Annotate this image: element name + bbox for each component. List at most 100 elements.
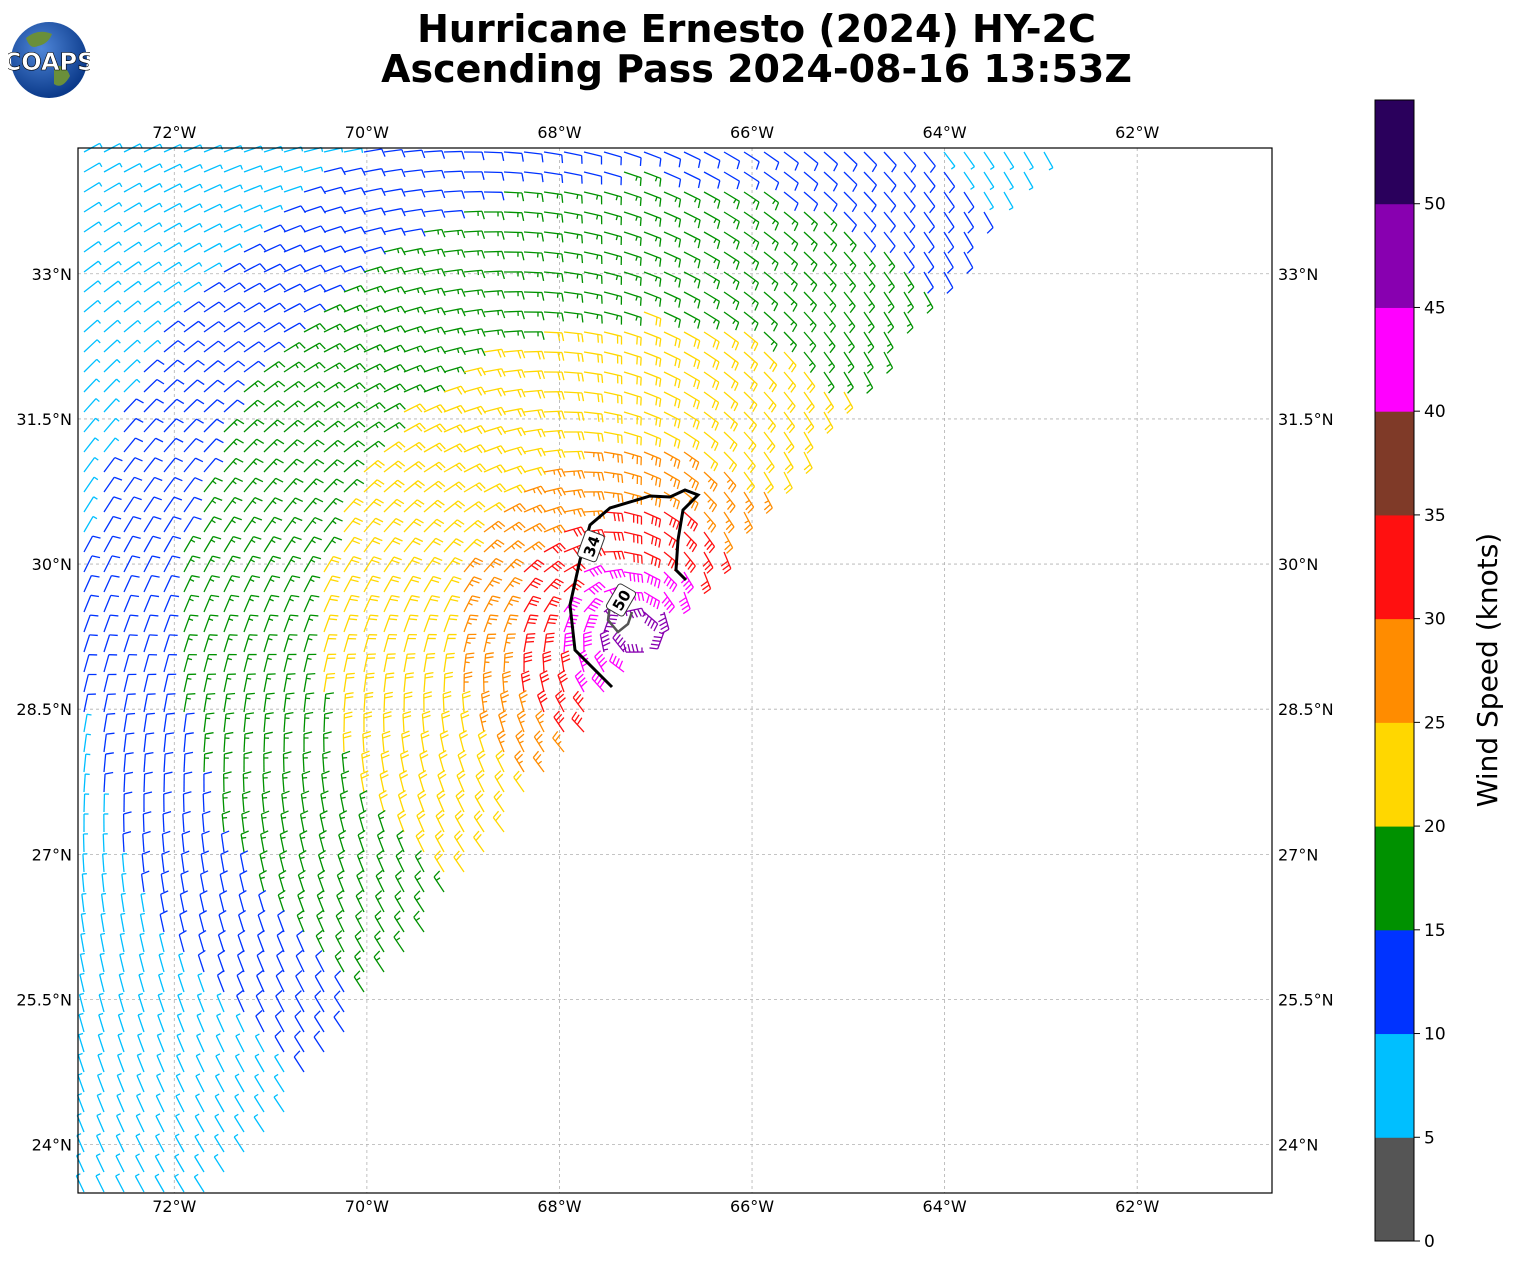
wind-barb — [81, 892, 87, 913]
barb-flag — [501, 152, 505, 161]
wind-barb — [443, 404, 467, 415]
wind-barb — [503, 231, 525, 241]
barb-half-flag — [219, 164, 223, 170]
barb-half-flag — [209, 598, 214, 602]
barb-half-flag — [289, 578, 295, 583]
wind-barb — [583, 471, 605, 481]
barb-flag — [361, 750, 370, 755]
barb-staff — [442, 693, 445, 713]
wind-barb — [123, 378, 141, 393]
barb-flag — [612, 655, 617, 664]
barb-flag — [360, 167, 366, 176]
barb-flag — [869, 285, 876, 294]
barb-half-flag — [457, 309, 460, 314]
barb-staff — [743, 371, 758, 385]
wind-barb — [103, 241, 122, 253]
barb-staff — [300, 794, 305, 813]
wind-barb — [403, 537, 424, 553]
barb-staff — [563, 291, 582, 296]
barb-staff — [223, 243, 241, 253]
barb-staff — [463, 308, 482, 313]
barb-staff — [783, 191, 799, 204]
barb-staff — [403, 556, 415, 573]
wind-barb — [383, 402, 406, 413]
barb-staff — [82, 853, 85, 873]
barb-flag — [769, 361, 775, 370]
barb-staff — [803, 171, 819, 185]
barb-staff — [863, 311, 875, 328]
barb-half-flag — [315, 325, 320, 330]
barb-half-flag — [674, 297, 678, 303]
barb-staff — [280, 814, 285, 833]
wind-barb — [403, 633, 417, 653]
wind-barb — [263, 165, 284, 173]
barb-half-flag — [596, 234, 599, 240]
barb-staff — [843, 311, 856, 327]
barb-half-flag — [268, 618, 274, 621]
barb-half-flag — [457, 328, 460, 334]
wind-barb — [1003, 151, 1015, 171]
wind-barb — [603, 411, 623, 424]
barb-staff — [963, 211, 975, 228]
barb-staff — [303, 536, 315, 553]
barb-staff — [623, 291, 642, 299]
wind-barb — [642, 611, 659, 632]
barb-flag — [697, 280, 701, 289]
wind-barb — [663, 531, 680, 551]
barb-half-flag — [247, 657, 252, 661]
barb-flag — [461, 714, 470, 719]
barb-staff — [563, 171, 582, 177]
wind-barb — [563, 151, 583, 164]
barb-staff — [83, 754, 87, 773]
wind-barb — [563, 544, 587, 556]
barb-flag — [697, 199, 701, 209]
wind-barb — [243, 263, 266, 273]
barb-staff — [123, 221, 140, 233]
barb-staff — [483, 387, 502, 393]
barb-flag — [252, 555, 261, 559]
barb-flag — [369, 598, 378, 602]
barb-flag — [536, 506, 543, 514]
barb-staff — [523, 191, 542, 195]
barb-staff — [163, 634, 171, 653]
barb-flag — [279, 302, 286, 310]
barb-flag — [521, 153, 524, 162]
wind-barb — [283, 555, 302, 573]
barb-staff — [223, 536, 234, 553]
wind-barb — [336, 869, 345, 893]
wind-barb — [1023, 151, 1034, 171]
wind-barb — [763, 431, 776, 454]
barb-staff — [163, 654, 170, 673]
barb-flag — [455, 445, 463, 453]
barb-half-flag — [313, 461, 318, 466]
wind-barb — [603, 550, 625, 560]
wind-barb — [82, 853, 88, 873]
barb-half-flag — [260, 876, 265, 880]
barb-flag — [693, 503, 699, 512]
barb-staff — [83, 280, 99, 293]
barb-flag — [595, 597, 604, 603]
barb-staff — [803, 251, 818, 265]
barb-staff — [539, 674, 545, 693]
wind-barb — [143, 320, 162, 333]
barb-half-flag — [293, 442, 298, 447]
barb-staff — [323, 362, 340, 373]
wind-barb — [343, 324, 367, 333]
barb-staff — [223, 477, 236, 493]
barb-half-flag — [190, 559, 195, 563]
wind-barb — [435, 810, 445, 833]
barb-staff — [283, 439, 298, 453]
barb-staff — [363, 226, 382, 233]
barb-half-flag — [239, 243, 243, 249]
wind-barb — [143, 398, 164, 413]
barb-staff — [603, 231, 622, 238]
wind-barb — [503, 349, 526, 359]
barb-half-flag — [693, 197, 698, 203]
wind-barb — [401, 730, 411, 753]
barb-flag — [666, 603, 673, 611]
barb-staff — [243, 497, 256, 513]
wind-barb — [563, 171, 583, 184]
wind-barb — [243, 653, 257, 673]
barb-half-flag — [828, 362, 833, 367]
barb-staff — [883, 191, 897, 207]
